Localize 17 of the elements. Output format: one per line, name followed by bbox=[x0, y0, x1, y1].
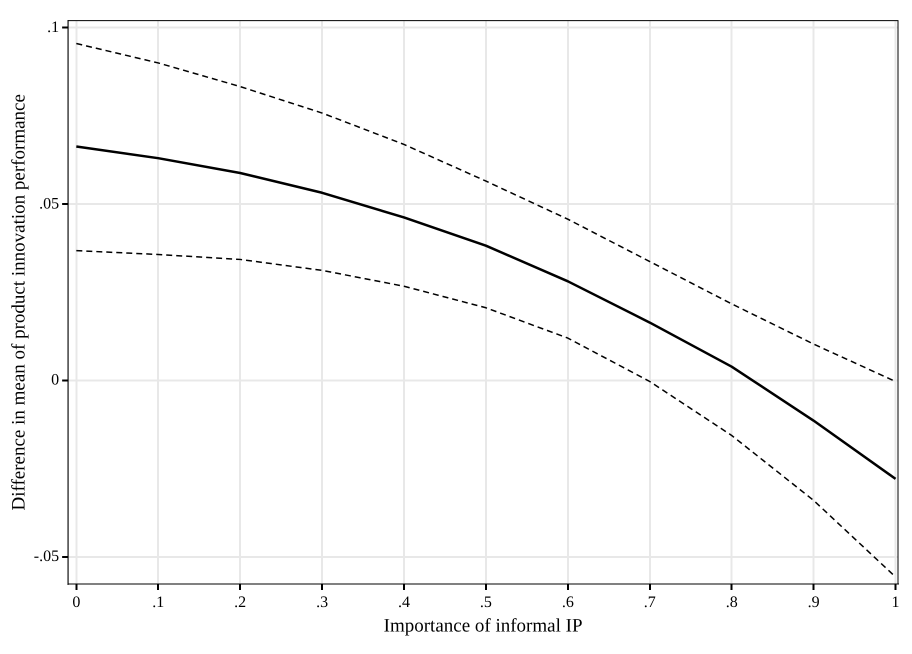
x-tick-label: 0 bbox=[72, 594, 80, 611]
x-axis-title: Importance of informal IP bbox=[384, 616, 583, 637]
x-tick-label: .8 bbox=[726, 594, 738, 611]
x-tick-label: .9 bbox=[808, 594, 820, 611]
y-tick-label: .05 bbox=[39, 195, 60, 212]
x-tick-label: .6 bbox=[562, 594, 574, 611]
x-tick-label: .5 bbox=[480, 594, 492, 611]
y-tick-label: 0 bbox=[51, 372, 60, 389]
y-tick-label: .1 bbox=[47, 18, 60, 36]
x-tick-label: .1 bbox=[152, 594, 164, 611]
x-tick-label: .7 bbox=[644, 594, 656, 611]
x-tick-label: .3 bbox=[316, 594, 328, 611]
y-axis-title: Difference in mean of product innovation performance bbox=[8, 94, 30, 511]
x-tick-label: .4 bbox=[398, 594, 410, 611]
y-tick-label: -.05 bbox=[34, 548, 60, 566]
x-tick-label: .2 bbox=[234, 594, 246, 611]
x-tick-label: 1 bbox=[892, 594, 900, 611]
